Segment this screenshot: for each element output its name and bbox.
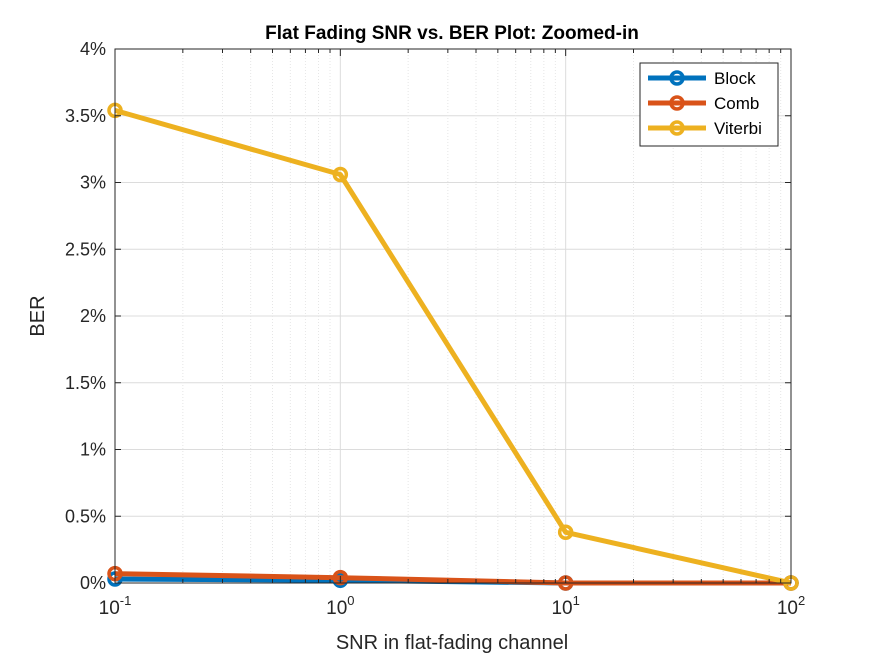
axes xyxy=(114,48,792,584)
y-tick-label: 1.5% xyxy=(65,373,106,393)
legend-swatch-marker xyxy=(669,70,685,86)
legend-label: Viterbi xyxy=(714,119,762,138)
legend-swatch-marker xyxy=(669,95,685,111)
y-tick-label: 1% xyxy=(80,440,106,460)
data-point-comb xyxy=(332,569,349,586)
legend-swatch-marker xyxy=(669,120,685,136)
tick-labels: 0% 0.5% 1% 1.5% 2% 2.5% 3% 3.5% 4% 10-1 100 101 102 xyxy=(65,39,805,619)
x-tick-label: 100 xyxy=(326,593,354,619)
y-tick-label: 3% xyxy=(80,173,106,193)
legend: Block Comb Viterbi xyxy=(639,62,779,147)
x-axis-label: SNR in flat-fading channel xyxy=(336,632,568,654)
legend-item-viterbi: Viterbi xyxy=(648,119,762,138)
data-point-viterbi xyxy=(557,524,574,541)
y-tick-label: 4% xyxy=(80,39,106,59)
legend-label: Comb xyxy=(714,94,759,113)
legend-item-comb: Comb xyxy=(648,94,759,113)
y-axis-label: BER xyxy=(27,295,49,336)
y-tick-label: 2.5% xyxy=(65,239,106,259)
y-tick-label: 0% xyxy=(80,573,106,593)
x-tick-label: 102 xyxy=(777,593,805,619)
legend-item-block: Block xyxy=(648,69,756,88)
y-tick-label: 2% xyxy=(80,306,106,326)
x-tick-label: 10-1 xyxy=(99,593,132,619)
series-line-viterbi xyxy=(114,107,792,586)
data-point-viterbi xyxy=(332,166,349,183)
y-tick-label: 3.5% xyxy=(65,106,106,126)
y-tick-label: 0.5% xyxy=(65,506,106,526)
chart-title: Flat Fading SNR vs. BER Plot: Zoomed-in xyxy=(265,23,639,44)
x-tick-label: 101 xyxy=(551,593,579,619)
legend-label: Block xyxy=(714,69,756,88)
